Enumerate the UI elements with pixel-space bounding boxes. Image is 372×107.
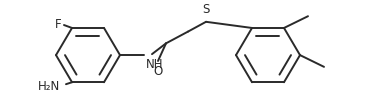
Text: NH: NH bbox=[146, 58, 164, 71]
Text: S: S bbox=[202, 3, 210, 16]
Text: O: O bbox=[153, 65, 163, 78]
Text: F: F bbox=[55, 18, 62, 30]
Text: H₂N: H₂N bbox=[38, 80, 60, 93]
